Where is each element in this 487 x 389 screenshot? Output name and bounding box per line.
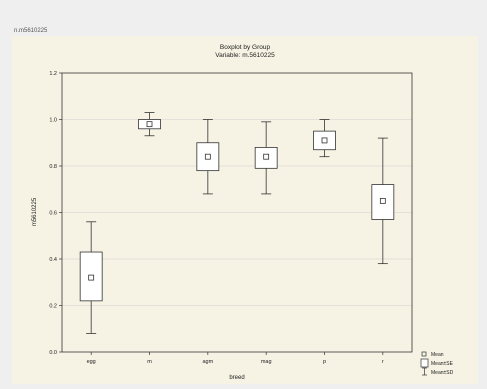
window-caption: n.m5610225 bbox=[14, 28, 48, 34]
y-axis-ticks: 0.0 0.2 0.4 0.6 0.8 1.0 1.2 bbox=[49, 71, 62, 356]
box-rect bbox=[254, 147, 278, 169]
box-egg bbox=[79, 221, 103, 334]
box-p bbox=[313, 119, 336, 158]
x-tick-label: p bbox=[323, 359, 326, 365]
y-tick-label: 0.8 bbox=[49, 164, 57, 170]
x-tick-label: agm bbox=[202, 359, 213, 365]
legend-symbol-mean bbox=[421, 351, 427, 357]
box-rect bbox=[79, 251, 103, 302]
box-rect bbox=[371, 184, 395, 220]
mean-marker bbox=[379, 197, 386, 204]
x-axis-ticks: egg m agm mag p r bbox=[87, 352, 384, 365]
y-tick-label: 0.2 bbox=[49, 304, 57, 310]
x-tick-label: r bbox=[382, 359, 384, 365]
box-mag bbox=[254, 121, 278, 195]
y-tick-label: 1.2 bbox=[49, 71, 57, 77]
legend-entry: Mean±SD bbox=[431, 370, 454, 376]
y-tick-label: 1.0 bbox=[49, 118, 57, 124]
mean-marker bbox=[146, 121, 153, 128]
box-m bbox=[138, 112, 161, 137]
grid-lines bbox=[62, 119, 412, 306]
x-tick-label: egg bbox=[87, 359, 96, 365]
y-tick-label: 0.6 bbox=[49, 211, 57, 217]
legend: Mean Mean±SE Mean±SD bbox=[420, 351, 454, 376]
y-tick-label: 0.4 bbox=[49, 257, 57, 263]
x-tick-label: mag bbox=[261, 359, 272, 365]
legend-entry: Mean bbox=[431, 352, 444, 358]
mean-marker bbox=[263, 153, 270, 160]
chart-subtitle: Variable: m.5610225 bbox=[215, 52, 275, 59]
chart-title: Boxplot by Group bbox=[220, 44, 271, 51]
y-tick-label: 0.0 bbox=[49, 350, 57, 356]
y-axis-label: m5610225 bbox=[32, 197, 38, 226]
box-rect bbox=[196, 142, 220, 172]
box-agm bbox=[196, 119, 220, 195]
mean-marker bbox=[204, 153, 211, 160]
figure-panel: Boxplot by Group Variable: m.5610225 0.0… bbox=[12, 36, 478, 384]
legend-entry: Mean±SE bbox=[431, 361, 454, 367]
boxplot-chart: Boxplot by Group Variable: m.5610225 0.0… bbox=[32, 44, 454, 381]
box-series bbox=[79, 112, 395, 334]
box-r bbox=[371, 137, 395, 265]
legend-symbol-se bbox=[420, 358, 429, 368]
x-tick-label: m bbox=[147, 359, 152, 365]
x-axis-label: breed bbox=[229, 375, 244, 381]
mean-marker bbox=[321, 137, 328, 144]
box-rect bbox=[138, 119, 161, 130]
box-rect bbox=[313, 130, 336, 151]
mean-marker bbox=[88, 274, 95, 281]
